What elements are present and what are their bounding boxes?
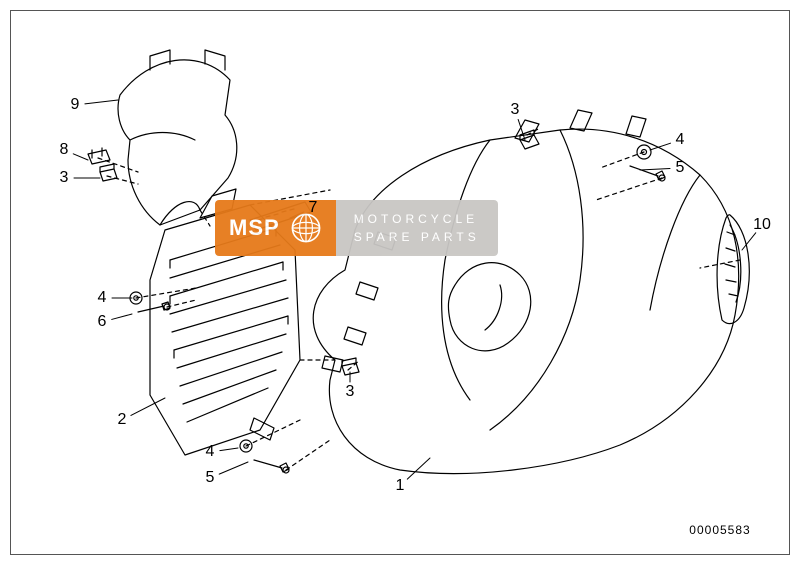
callout-3: 3 xyxy=(346,383,355,401)
callout-4: 4 xyxy=(206,443,215,461)
callout-1: 1 xyxy=(396,477,405,495)
watermark-line2: SPARE PARTS xyxy=(354,228,480,246)
callout-3: 3 xyxy=(60,169,69,187)
callout-4: 4 xyxy=(98,289,107,307)
part-6-screw xyxy=(138,302,170,312)
watermark-right: MOTORCYCLE SPARE PARTS xyxy=(336,200,498,256)
diagram-id: 00005583 xyxy=(689,523,750,537)
callout-6: 6 xyxy=(98,313,107,331)
callout-9: 9 xyxy=(71,96,80,114)
callout-4: 4 xyxy=(676,131,685,149)
part-5-screw-b xyxy=(254,460,289,473)
part-9-upper-bracket xyxy=(118,50,237,225)
watermark-msp-text: MSP xyxy=(229,215,280,241)
watermark-badge: MSP MOTORCYCLE SPARE PARTS xyxy=(215,200,498,256)
callout-8: 8 xyxy=(60,141,69,159)
callout-7: 7 xyxy=(309,199,318,217)
part-10-reflector xyxy=(717,215,749,324)
watermark-line1: MOTORCYCLE xyxy=(354,210,480,228)
callout-5: 5 xyxy=(676,159,685,177)
watermark-left: MSP xyxy=(215,200,336,256)
callout-3: 3 xyxy=(511,101,520,119)
callout-10: 10 xyxy=(753,216,771,234)
callout-5: 5 xyxy=(206,469,215,487)
callout-2: 2 xyxy=(118,411,127,429)
